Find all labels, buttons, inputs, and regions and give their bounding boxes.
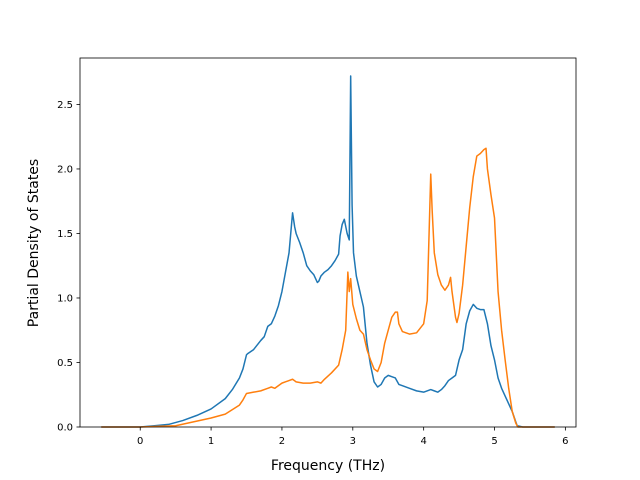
y-tick-label: 1.0 — [57, 293, 73, 304]
y-tick-label: 0.0 — [57, 423, 73, 434]
y-tick-label: 1.5 — [57, 229, 73, 240]
series-line-2 — [101, 147, 555, 428]
series-line-1 — [101, 75, 555, 428]
y-tick-label: 2.0 — [57, 164, 73, 175]
x-tick-label: 0 — [137, 436, 143, 447]
x-tick-label: 5 — [491, 436, 497, 447]
y-tick-label: 0.5 — [57, 358, 73, 369]
x-tick-label: 4 — [420, 436, 426, 447]
y-axis-label: Partial Density of States — [26, 159, 42, 327]
axes-border — [79, 57, 577, 428]
x-tick-label: 1 — [208, 436, 214, 447]
x-axis: 0 1 2 3 4 5 6 — [137, 427, 569, 447]
x-axis-label: Frequency (THz) — [271, 458, 385, 474]
y-tick-label: 2.5 — [57, 100, 73, 111]
y-axis: 0.0 0.5 1.0 1.5 2.0 2.5 — [57, 100, 80, 434]
series-lines — [101, 75, 555, 428]
x-tick-label: 3 — [350, 436, 356, 447]
axes-frame — [79, 57, 577, 428]
x-tick-label: 2 — [279, 436, 285, 447]
x-tick-label: 6 — [562, 436, 568, 447]
